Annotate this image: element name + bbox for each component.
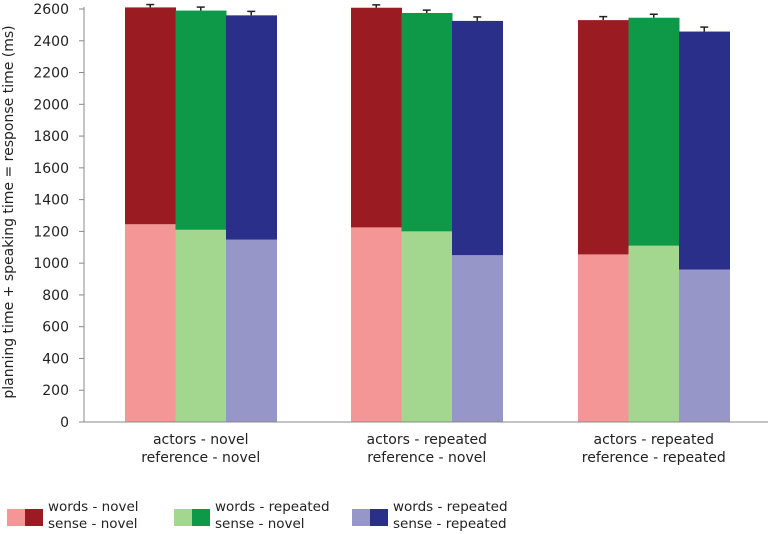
y-tick-label: 1600 bbox=[33, 161, 69, 177]
legend-label-line2: sense - novel bbox=[215, 516, 305, 532]
y-tick-label: 2400 bbox=[33, 34, 69, 50]
y-tick-label: 2600 bbox=[33, 2, 69, 18]
x-category-label: actors - novel bbox=[153, 432, 249, 448]
y-tick-label: 1000 bbox=[33, 256, 69, 272]
bar-planning-time bbox=[679, 269, 730, 422]
bar-speaking-time bbox=[125, 7, 176, 225]
y-tick-label: 400 bbox=[42, 351, 69, 367]
stacked-bar-chart: 0 200 400 600 800 1000 1200 1400 1600 1800 2000 220… bbox=[1, 2, 768, 466]
legend-swatch-dark bbox=[192, 509, 210, 526]
y-tick-label: 1200 bbox=[33, 224, 69, 240]
y-tick-label: 2000 bbox=[33, 97, 69, 113]
x-category-label: actors - repeated bbox=[594, 432, 714, 448]
bar-speaking-time bbox=[351, 7, 402, 228]
x-category-label: reference - novel bbox=[367, 450, 486, 466]
legend-swatch-light bbox=[352, 509, 370, 526]
bar-speaking-time bbox=[628, 17, 680, 246]
bar-planning-time bbox=[125, 224, 176, 422]
legend-label-line1: words - repeated bbox=[393, 499, 508, 515]
bar-speaking-time bbox=[226, 15, 277, 240]
bar-speaking-time bbox=[401, 12, 453, 232]
y-tick-label: 0 bbox=[60, 415, 69, 431]
bar-planning-time bbox=[578, 254, 629, 422]
y-tick-label: 1800 bbox=[33, 129, 69, 145]
bar-speaking-time bbox=[452, 20, 503, 256]
bar-speaking-time bbox=[175, 10, 227, 230]
bar-planning-time bbox=[628, 245, 680, 422]
bar-speaking-time bbox=[679, 31, 730, 270]
bar-planning-time bbox=[401, 231, 453, 422]
bar-speaking-time bbox=[578, 20, 629, 255]
x-category-label: reference - repeated bbox=[582, 450, 726, 466]
legend-label-line2: sense - novel bbox=[48, 516, 138, 532]
y-tick-label: 800 bbox=[42, 288, 69, 304]
legend-label-line2: sense - repeated bbox=[393, 516, 507, 532]
bar-planning-time bbox=[452, 255, 503, 422]
y-tick-label: 200 bbox=[42, 383, 69, 399]
legend-swatch-light bbox=[174, 509, 192, 526]
bar-planning-time bbox=[351, 227, 402, 422]
legend-swatch-dark bbox=[25, 509, 43, 526]
legend-swatch-light bbox=[7, 509, 25, 526]
bar-planning-time bbox=[175, 229, 227, 422]
bar-planning-time bbox=[226, 239, 277, 422]
y-tick-label: 600 bbox=[42, 320, 69, 336]
legend-label-line1: words - repeated bbox=[215, 499, 330, 515]
y-axis-title: planning time + speaking time = response… bbox=[1, 25, 17, 398]
x-category-label: reference - novel bbox=[141, 450, 260, 466]
x-category-label: actors - repeated bbox=[367, 432, 487, 448]
y-tick-label: 2200 bbox=[33, 66, 69, 82]
legend-swatch-dark bbox=[370, 509, 388, 526]
legend-label-line1: words - novel bbox=[48, 499, 139, 515]
y-tick-label: 1400 bbox=[33, 193, 69, 209]
